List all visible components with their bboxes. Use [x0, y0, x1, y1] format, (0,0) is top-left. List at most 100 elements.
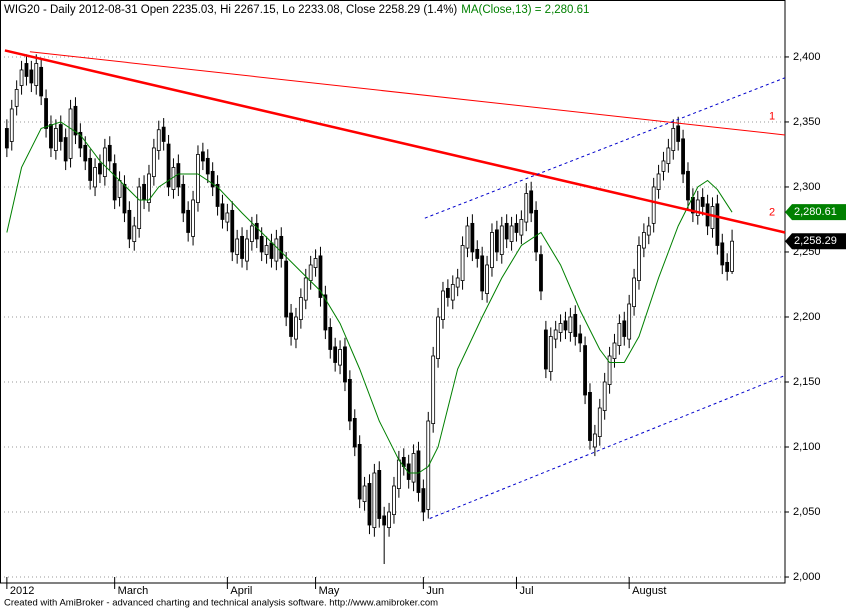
title-text: WIG20 - Daily 2012-08-31 Open 2235.03, H… — [4, 4, 457, 16]
y-tick-label: 2,050 — [793, 506, 821, 518]
trend-line — [429, 375, 786, 519]
price-badge-label: 2,258.29 — [794, 235, 837, 247]
candle-body — [592, 433, 597, 448]
candle-body — [534, 209, 538, 253]
candle-body — [323, 294, 328, 331]
candle-body — [137, 186, 142, 229]
candle-body — [63, 137, 68, 162]
candle-body — [578, 333, 583, 344]
candle-body — [720, 242, 725, 266]
candle-body — [347, 378, 352, 422]
footer: Created with AmiBroker - advanced charti… — [4, 598, 438, 609]
candle-body — [294, 316, 298, 340]
candle-body — [622, 320, 627, 337]
candle-body — [372, 472, 377, 529]
candle-body — [450, 284, 455, 301]
candle-body — [431, 355, 436, 424]
candle-body — [519, 219, 524, 236]
candle-body — [607, 355, 612, 385]
candle-body — [259, 235, 264, 253]
candle-body — [9, 108, 14, 142]
candle-body — [676, 125, 681, 142]
candle-body — [235, 238, 240, 255]
candle-body — [151, 147, 156, 177]
candle-body — [240, 235, 244, 259]
trend-line — [29, 51, 786, 136]
candle-body — [78, 131, 83, 149]
trend-line-label: 2 — [769, 206, 775, 218]
candle-body — [632, 277, 636, 307]
candle-body — [730, 240, 734, 272]
candle-body — [426, 420, 431, 510]
candle-body — [421, 488, 426, 513]
candle-body — [49, 124, 53, 149]
candle-body — [367, 483, 372, 526]
candle-body — [210, 170, 215, 188]
candle-body — [58, 124, 63, 142]
candle-body — [279, 235, 284, 259]
candle-body — [455, 277, 460, 288]
candle-body — [470, 222, 475, 253]
trend-line — [4, 49, 786, 234]
candle-body — [298, 297, 303, 320]
candle-body — [34, 63, 39, 86]
candle-body — [529, 190, 534, 214]
price-badge-label: 2,280.61 — [794, 206, 837, 218]
candle-body — [357, 444, 362, 500]
candle-body — [122, 183, 127, 214]
candle-body — [387, 511, 391, 529]
x-tick-label: April — [230, 585, 252, 597]
candle-body — [83, 144, 88, 162]
candle-body — [117, 180, 122, 198]
moving-average — [6, 121, 733, 474]
candle-body — [509, 225, 514, 242]
candle-body — [583, 345, 587, 396]
candle-body — [539, 254, 543, 292]
candle-body — [686, 170, 690, 201]
plot-frame — [0, 0, 786, 584]
candle-body — [220, 203, 225, 220]
candle-body — [93, 167, 97, 188]
ma-title: MA(Close,13) = 2,280.61 — [461, 4, 589, 16]
candle-body — [597, 407, 602, 437]
candle-body — [411, 453, 416, 483]
candle-body — [715, 203, 720, 246]
candle-body — [338, 349, 342, 366]
candle-body — [710, 206, 715, 229]
candle-body — [333, 346, 338, 363]
candle-body — [274, 238, 279, 262]
candle-body — [666, 147, 671, 164]
candle-body — [196, 154, 200, 203]
candle-body — [700, 196, 705, 207]
candle-body — [68, 108, 73, 159]
candle-body — [490, 232, 494, 268]
candle-body — [568, 316, 573, 333]
candle-body — [284, 260, 289, 318]
candle-body — [656, 173, 661, 190]
candle-body — [313, 258, 318, 268]
candle-body — [264, 245, 269, 255]
candle-body — [107, 144, 112, 162]
candle-body — [205, 157, 210, 175]
y-tick-label: 2,000 — [793, 571, 821, 583]
candle-body — [602, 381, 607, 411]
candle-body — [269, 242, 274, 259]
candle-body — [19, 69, 24, 86]
candle-body — [558, 323, 563, 333]
candle-body — [102, 147, 107, 177]
x-tick-label: 2012 — [10, 585, 34, 597]
candle-body — [725, 261, 730, 272]
candle-body — [695, 199, 700, 216]
candle-body — [142, 183, 146, 201]
candle-body — [303, 277, 308, 301]
y-tick-label: 2,400 — [793, 51, 821, 63]
candle-body — [548, 336, 553, 372]
candle-body — [445, 287, 450, 298]
candle-body — [612, 342, 617, 359]
candle-body — [382, 515, 387, 526]
candle-body — [328, 326, 333, 350]
x-tick-label: May — [319, 585, 340, 597]
candle-body — [651, 186, 656, 224]
